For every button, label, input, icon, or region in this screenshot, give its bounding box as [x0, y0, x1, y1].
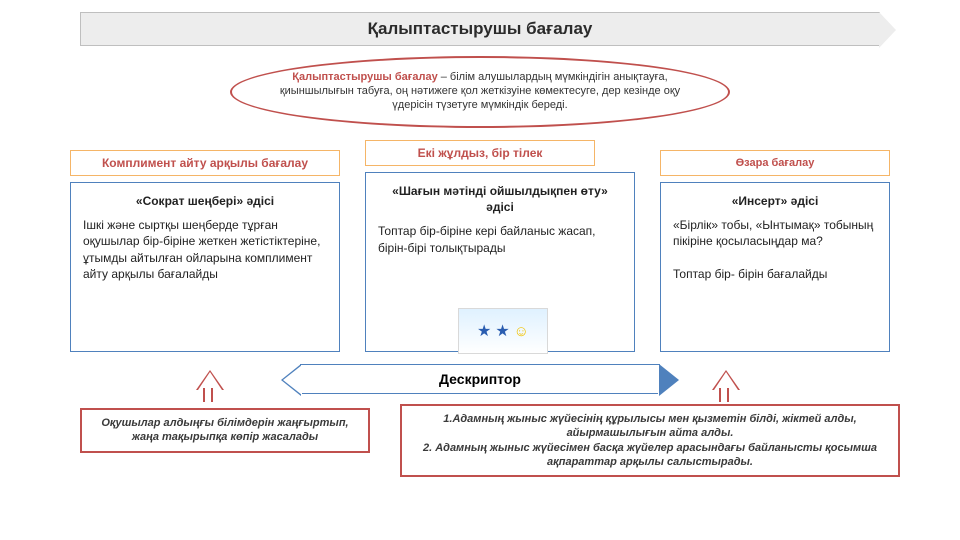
footer-box-left: Оқушылар алдыңғы білімдерін жаңғыртып, ж… [80, 408, 370, 453]
arrow-left-icon [283, 365, 302, 395]
column-label-1-text: Комплимент айту арқылы бағалау [102, 156, 308, 170]
definition-bold: Қалыптастырушы бағалау [292, 71, 437, 83]
method-card-1: «Сократ шеңбері» әдісі Ішкі және сыртқы … [70, 182, 340, 352]
method-card-1-body: Ішкі және сыртқы шеңберде тұрған оқушыла… [83, 218, 320, 281]
up-arrow-icon [719, 388, 729, 402]
up-arrow-icon [203, 388, 213, 402]
column-label-3: Өзара бағалау [660, 150, 890, 176]
descriptor-text: Дескриптор [439, 371, 521, 387]
column-label-2-text: Екі жұлдыз, бір тілек [418, 146, 543, 160]
column-label-1: Комплимент айту арқылы бағалау [70, 150, 340, 176]
definition-text: Қалыптастырушы бағалау – білім алушылард… [268, 71, 692, 112]
method-card-2-body: Топтар бір-біріне кері байланыс жасап, б… [378, 224, 596, 254]
definition-ellipse: Қалыптастырушы бағалау – білім алушылард… [230, 56, 730, 128]
page-title-banner: Қалыптастырушы бағалау [80, 12, 880, 46]
page-title-text: Қалыптастырушы бағалау [368, 19, 593, 39]
method-card-3: «Инсерт» әдісі «Бірлік» тобы, «Ынтымақ» … [660, 182, 890, 352]
two-stars-image: ★ ★ ☺ [458, 308, 548, 354]
footer-right-line2: 2. Адамның жыныс жүйесімен басқа жүйелер… [423, 442, 877, 468]
method-card-3-body-2: Топтар бір- бірін бағалайды [673, 267, 827, 281]
footer-right-line1: 1.Адамның жыныс жүйесінің құрылысы мен қ… [443, 413, 856, 439]
star-icon: ★ [477, 321, 491, 341]
smile-icon: ☺ [514, 323, 529, 340]
method-card-3-body-1: «Бірлік» тобы, «Ынтымақ» тобының пікірін… [673, 218, 873, 248]
column-label-2: Екі жұлдыз, бір тілек [365, 140, 595, 166]
method-card-2-title: «Шағын мәтінді ойшылдықпен өту» әдісі [378, 183, 622, 215]
column-label-3-text: Өзара бағалау [736, 157, 815, 169]
method-card-1-title: «Сократ шеңбері» әдісі [83, 193, 327, 209]
descriptor-banner: Дескриптор [300, 364, 660, 394]
arrow-right-icon [658, 365, 677, 395]
star-icon: ★ [495, 321, 509, 341]
method-card-3-title: «Инсерт» әдісі [673, 193, 877, 209]
footer-left-text: Оқушылар алдыңғы білімдерін жаңғыртып, ж… [101, 417, 348, 443]
footer-box-right: 1.Адамның жыныс жүйесінің құрылысы мен қ… [400, 404, 900, 477]
